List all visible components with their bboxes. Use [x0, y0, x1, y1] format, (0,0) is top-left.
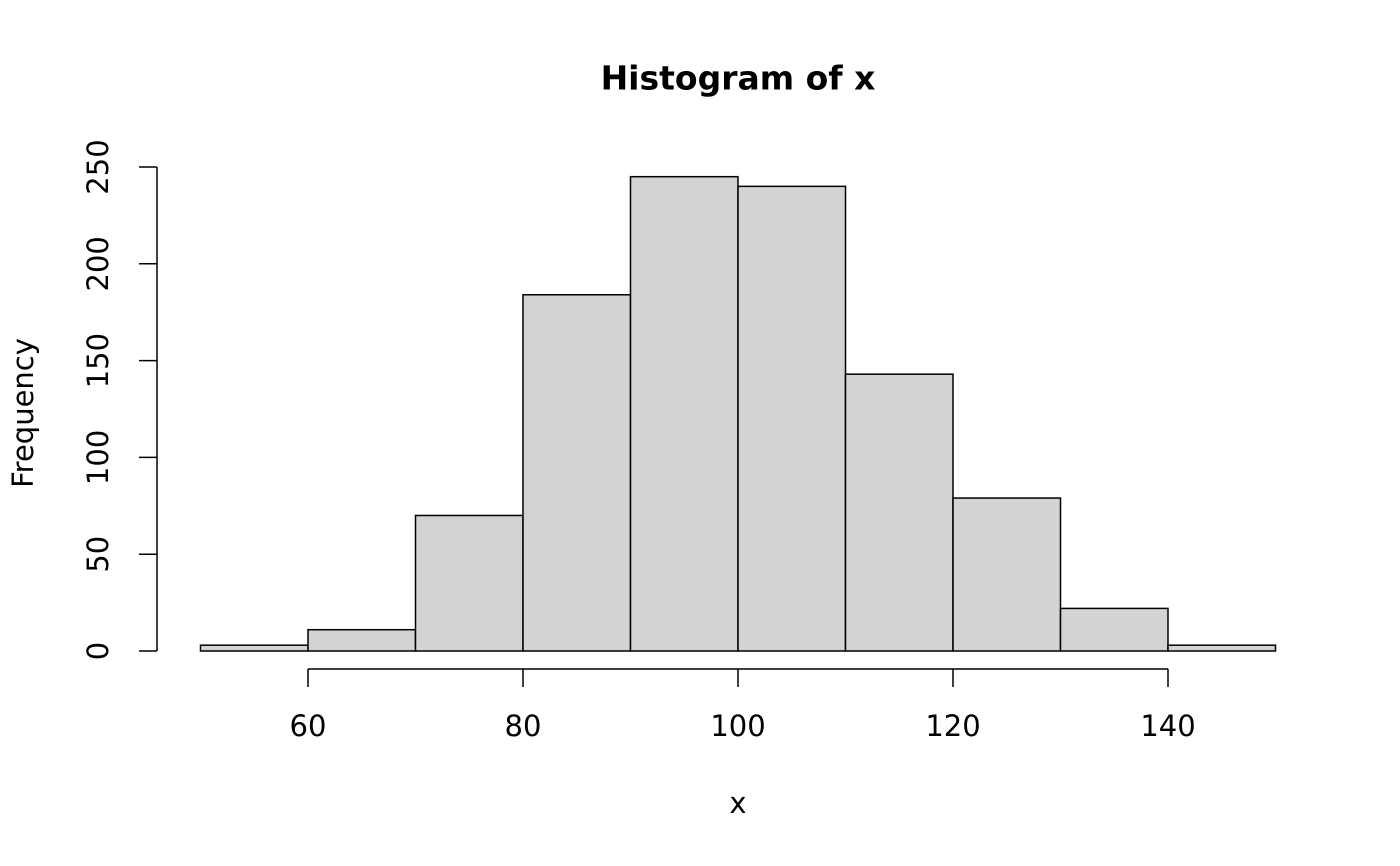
- bar: [844, 373, 954, 652]
- bar: [522, 294, 632, 652]
- bar: [307, 628, 417, 652]
- y-tick-label: 100: [81, 430, 115, 485]
- y-tick-label: 50: [81, 536, 115, 573]
- x-tick-label: 60: [290, 709, 327, 743]
- bar: [1167, 644, 1277, 652]
- x-tick-label: 100: [710, 709, 765, 743]
- x-axis-label: x: [729, 786, 746, 820]
- bar: [737, 185, 847, 652]
- bar: [1059, 607, 1169, 652]
- y-tick-label: 150: [81, 333, 115, 388]
- y-axis-label: Frequency: [6, 338, 40, 488]
- y-tick-label: 250: [81, 139, 115, 194]
- x-tick-label: 80: [505, 709, 542, 743]
- x-tick-label: 120: [925, 709, 980, 743]
- bar: [629, 175, 739, 652]
- x-tick-label: 140: [1140, 709, 1195, 743]
- bar: [952, 497, 1062, 652]
- bar: [199, 644, 309, 652]
- chart-title: Histogram of x: [601, 59, 876, 98]
- y-tick-label: 200: [81, 236, 115, 291]
- y-tick-label: 0: [81, 642, 115, 660]
- bar: [414, 514, 524, 652]
